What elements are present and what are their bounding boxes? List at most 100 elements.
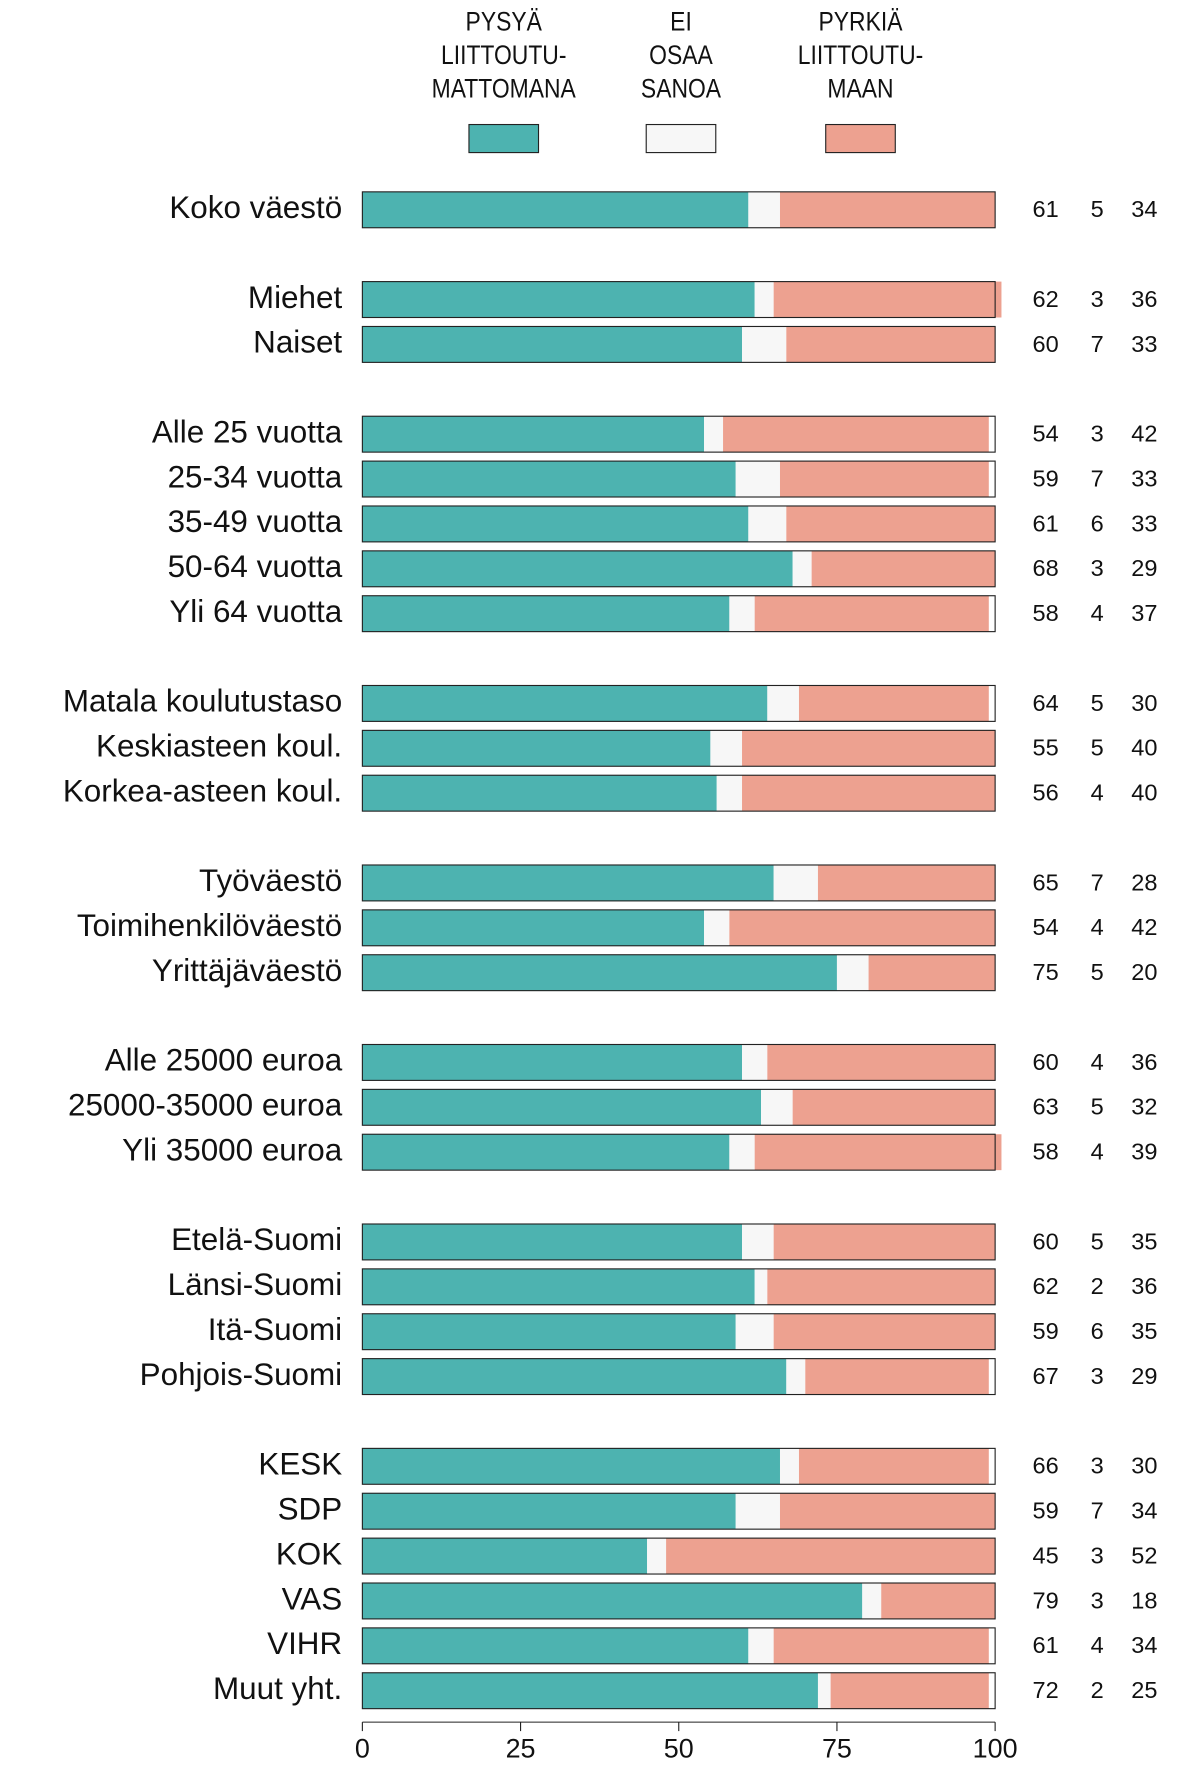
bar-segment — [362, 595, 730, 632]
bar-segment — [362, 1223, 743, 1260]
bar-segment — [723, 416, 989, 453]
category-label: 50-64 vuotta — [168, 549, 343, 584]
bar-segment — [773, 281, 1002, 318]
bar-segment — [742, 1044, 768, 1081]
bar-segment — [362, 864, 774, 901]
bar-outline — [361, 550, 996, 588]
value-label: 4 — [1091, 600, 1104, 626]
bar-segment — [362, 1268, 755, 1305]
value-label: 6 — [1091, 1318, 1104, 1344]
x-tick-label: 0 — [355, 1733, 370, 1763]
value-label: 3 — [1091, 421, 1104, 447]
value-label: 59 — [1033, 1498, 1059, 1524]
bar-segment — [754, 1268, 768, 1305]
value-label: 32 — [1131, 1094, 1157, 1120]
value-label: 65 — [1033, 869, 1059, 895]
bar-outline — [361, 1133, 996, 1171]
legend-label: EI OSAA SANOA — [641, 7, 721, 105]
category-label: Työväestö — [199, 863, 342, 898]
value-label: 29 — [1131, 555, 1157, 581]
value-label: 3 — [1091, 1587, 1104, 1613]
bar-segment — [817, 864, 996, 901]
value-label: 25 — [1131, 1677, 1157, 1703]
value-label: 33 — [1131, 465, 1157, 491]
bar-segment — [742, 326, 787, 363]
value-label: 55 — [1033, 735, 1059, 761]
bar-outline — [361, 864, 996, 902]
category-label: Länsi-Suomi — [168, 1267, 343, 1302]
value-label: 3 — [1091, 1453, 1104, 1479]
bar-segment — [362, 505, 749, 542]
category-label: Toimihenkilöväestö — [77, 908, 342, 943]
category-label: Yrittäjäväestö — [152, 953, 342, 988]
bar-segment — [779, 1448, 799, 1485]
bar-segment — [362, 461, 736, 498]
bar-segment — [362, 1538, 648, 1575]
value-label: 62 — [1033, 286, 1059, 312]
value-label: 5 — [1091, 959, 1104, 985]
value-label: 20 — [1131, 959, 1157, 985]
bar-segment — [362, 1313, 736, 1350]
bar-segment — [362, 1672, 818, 1709]
value-label: 2 — [1091, 1273, 1104, 1299]
value-label: 61 — [1033, 196, 1059, 222]
bar-outline — [361, 1358, 996, 1396]
category-label: Yli 64 vuotta — [169, 594, 342, 629]
bar-outline — [361, 774, 996, 812]
value-label: 60 — [1033, 1049, 1059, 1075]
bar-segment — [742, 730, 996, 767]
value-label: 28 — [1131, 869, 1157, 895]
bar-segment — [767, 1044, 996, 1081]
value-label: 5 — [1091, 196, 1104, 222]
value-label: 4 — [1091, 914, 1104, 940]
x-tick-label: 50 — [664, 1733, 694, 1763]
category-label: VAS — [282, 1581, 343, 1616]
bar-segment — [729, 909, 996, 946]
value-label: 67 — [1033, 1363, 1059, 1389]
bar-segment — [362, 191, 749, 228]
value-label: 75 — [1033, 959, 1059, 985]
legend-swatch — [468, 123, 540, 154]
bar-segment — [748, 505, 787, 542]
category-label: KESK — [258, 1447, 342, 1482]
value-label: 39 — [1131, 1139, 1157, 1165]
legend-label-text: PYSYÄ LIITTOUTU- MATTOMANA — [431, 6, 576, 105]
bar-outline — [361, 684, 996, 722]
x-tick-label: 25 — [506, 1733, 536, 1763]
category-label: Pohjois-Suomi — [140, 1357, 343, 1392]
category-label: Naiset — [253, 325, 342, 360]
value-label: 61 — [1033, 1632, 1059, 1658]
bar-segment — [773, 1313, 996, 1350]
bar-segment — [362, 1089, 762, 1126]
value-label: 42 — [1131, 914, 1157, 940]
bar-segment — [362, 1627, 749, 1664]
bar-segment — [881, 1583, 996, 1619]
value-label: 7 — [1091, 331, 1104, 357]
bar-segment — [786, 505, 996, 542]
bar-segment — [811, 550, 996, 587]
value-label: 61 — [1033, 510, 1059, 536]
value-label: 18 — [1131, 1587, 1157, 1613]
bar-segment — [748, 1627, 774, 1664]
category-label: VIHR — [267, 1626, 342, 1661]
value-label: 7 — [1091, 1498, 1104, 1524]
bar-segment — [754, 1134, 1002, 1171]
value-label: 54 — [1033, 914, 1059, 940]
bar-segment — [362, 1134, 730, 1171]
bar-segment — [792, 1089, 996, 1126]
bar-segment — [779, 461, 989, 498]
value-label: 3 — [1091, 1542, 1104, 1568]
bar-segment — [798, 685, 989, 722]
value-label: 4 — [1091, 1632, 1104, 1658]
value-label: 34 — [1131, 1498, 1157, 1524]
category-label: Matala koulutustaso — [63, 684, 342, 719]
value-label: 52 — [1131, 1542, 1157, 1568]
legend-swatch — [645, 123, 717, 154]
bar-segment — [767, 1268, 996, 1305]
value-label: 62 — [1033, 1273, 1059, 1299]
category-label: Keskiasteen koul. — [96, 729, 342, 764]
value-label: 5 — [1091, 735, 1104, 761]
category-label: Korkea-asteen koul. — [63, 773, 342, 808]
bar-segment — [729, 595, 755, 632]
